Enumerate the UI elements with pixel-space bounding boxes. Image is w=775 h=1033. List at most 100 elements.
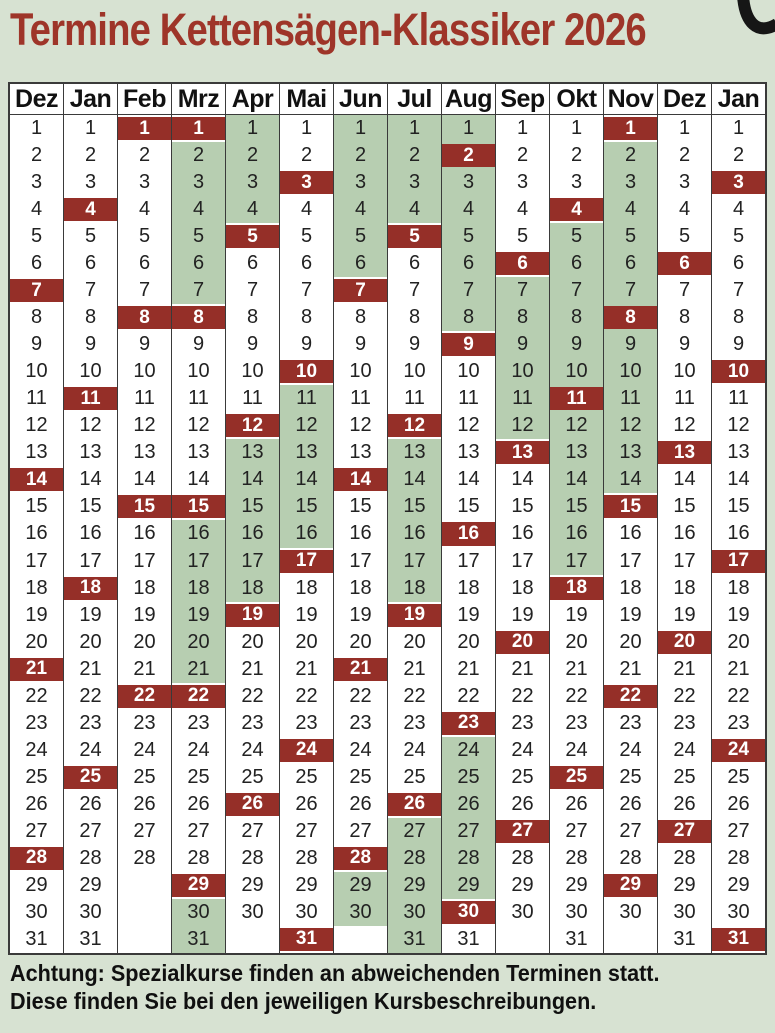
day-cell: 5	[658, 223, 711, 251]
sunday-marker: 5	[226, 225, 279, 249]
day-cell: 22	[496, 682, 549, 710]
day-cell: 27	[550, 817, 603, 845]
sunday-marker: 17	[280, 549, 333, 573]
day-cell: 14	[172, 466, 225, 494]
day-cell: 18	[226, 574, 279, 602]
day-cell: 4	[442, 196, 495, 224]
sunday-marker: 28	[334, 846, 387, 870]
day-cell: 3	[334, 169, 387, 197]
sunday-cell: 19	[226, 601, 279, 629]
day-cell: 24	[226, 736, 279, 764]
day-cell: 24	[118, 736, 171, 764]
day-cell: 21	[226, 655, 279, 683]
day-cell: 23	[280, 709, 333, 737]
day-cell: 9	[280, 331, 333, 359]
sunday-cell: 22	[118, 682, 171, 710]
day-cell: 12	[712, 412, 765, 440]
day-cell: 15	[442, 493, 495, 521]
day-cell: 5	[712, 223, 765, 251]
day-cell: 31	[10, 925, 63, 953]
day-cell: 2	[172, 142, 225, 170]
day-cell: 14	[442, 466, 495, 494]
day-cell: 18	[658, 574, 711, 602]
sunday-cell: 14	[334, 466, 387, 494]
day-cell: 1	[226, 115, 279, 143]
day-cell: 3	[172, 169, 225, 197]
day-cell: 5	[10, 223, 63, 251]
footer-note: Achtung: Spezialkurse finden an abweiche…	[10, 960, 660, 1015]
day-cell: 6	[604, 250, 657, 278]
sunday-marker: 15	[118, 495, 171, 519]
month-header: Mrz	[172, 84, 225, 115]
day-cell: 23	[712, 709, 765, 737]
sunday-cell: 20	[496, 628, 549, 656]
day-cell: 15	[388, 493, 441, 521]
day-cell: 12	[334, 412, 387, 440]
sunday-marker: 5	[388, 225, 441, 249]
month-header: Nov	[604, 84, 657, 115]
day-cell: 16	[658, 520, 711, 548]
day-cell: 19	[658, 601, 711, 629]
day-cell: 2	[226, 142, 279, 170]
day-cell: 29	[496, 871, 549, 899]
month-header: Dez	[10, 84, 63, 115]
day-cell: 16	[64, 520, 117, 548]
day-cell: 28	[226, 844, 279, 872]
day-cell: 16	[712, 520, 765, 548]
day-cell: 30	[334, 898, 387, 926]
month-body: 1 2 3 4 5 6 7 8 9 10 11 12 13 14 15 16 17 18 19 20 21 22 23 24 2…	[280, 115, 333, 953]
day-cell: 8	[442, 304, 495, 332]
sunday-marker: 26	[226, 792, 279, 816]
month-column-5-apr: Apr 1 2 3 4 5 6 7 8 9 10 11 12 13 14 15 16 17 18 19 20 21 22 23…	[225, 84, 279, 953]
month-body: 1 2 3 4 5 6 7 8 9 10 11 12 13 14 15 16 17 18 19 20 21 22 23 24 2…	[442, 115, 495, 953]
day-cell: 12	[64, 412, 117, 440]
day-cell: 13	[442, 439, 495, 467]
day-cell: 14	[550, 466, 603, 494]
sunday-marker: 2	[442, 144, 495, 168]
day-cell: 4	[712, 196, 765, 224]
sunday-cell: 31	[712, 925, 765, 953]
day-cell: 18	[334, 574, 387, 602]
sunday-cell: 11	[64, 385, 117, 413]
day-cell: 5	[550, 223, 603, 251]
sunday-marker: 10	[280, 360, 333, 384]
sunday-cell: 8	[172, 304, 225, 332]
day-cell: 2	[496, 142, 549, 170]
day-cell: 18	[442, 574, 495, 602]
day-cell: 22	[226, 682, 279, 710]
sunday-marker: 21	[10, 657, 63, 681]
sunday-marker: 13	[496, 441, 549, 465]
day-cell: 18	[172, 574, 225, 602]
day-cell: 4	[226, 196, 279, 224]
day-cell: 29	[550, 871, 603, 899]
day-cell: 27	[10, 817, 63, 845]
day-cell: 8	[10, 304, 63, 332]
day-cell: 22	[388, 682, 441, 710]
day-cell: 12	[658, 412, 711, 440]
sunday-marker: 25	[64, 765, 117, 789]
day-cell: 18	[712, 574, 765, 602]
month-header: Jan	[64, 84, 117, 115]
day-cell: 23	[550, 709, 603, 737]
day-cell: 15	[226, 493, 279, 521]
day-cell: 9	[64, 331, 117, 359]
day-cell: 7	[388, 277, 441, 305]
day-cell: 11	[226, 385, 279, 413]
sunday-marker: 18	[550, 576, 603, 600]
day-cell: 20	[712, 628, 765, 656]
sunday-cell: 1	[118, 115, 171, 143]
day-cell: 22	[10, 682, 63, 710]
month-column-1-dez: Dez 1 2 3 4 5 6 7 8 9 10 11 12 13 14 15 16 17 18 19 20 21 22 23…	[10, 84, 63, 953]
sunday-cell: 1	[172, 115, 225, 143]
day-cell: 16	[550, 520, 603, 548]
day-cell: 28	[658, 844, 711, 872]
day-cell: 28	[442, 844, 495, 872]
day-cell: 24	[496, 736, 549, 764]
month-header: Dez	[658, 84, 711, 115]
day-cell: 17	[604, 547, 657, 575]
sunday-cell: 10	[280, 358, 333, 386]
day-cell: 28	[550, 844, 603, 872]
month-body: 1 2 3 4 5 6 7 8 9 10 11 12 13 14 15 16 17 18 19 20 21 22 23 24 2…	[334, 115, 387, 953]
day-cell: 6	[388, 250, 441, 278]
